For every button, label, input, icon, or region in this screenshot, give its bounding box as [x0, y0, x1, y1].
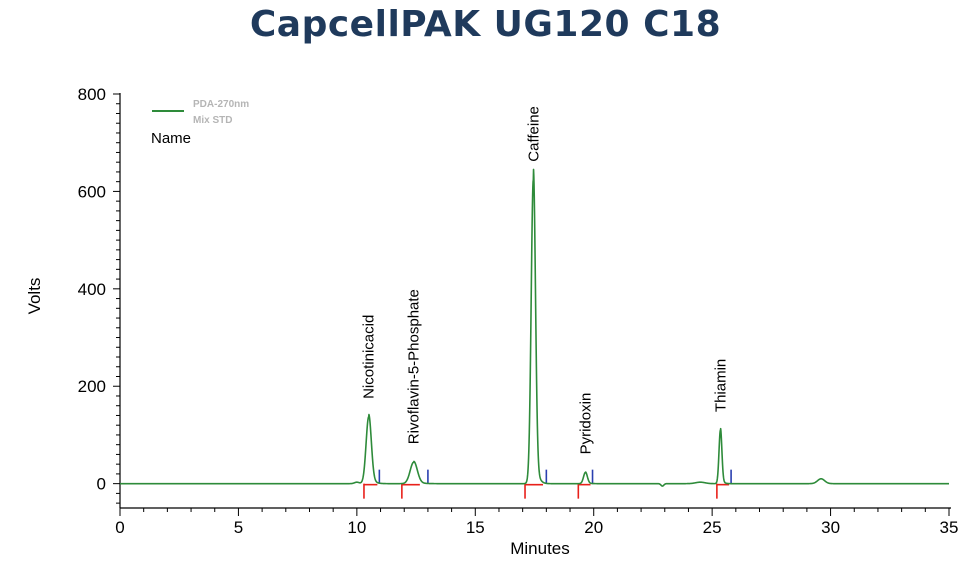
- legend: PDA-270nm Mix STD Name: [151, 99, 249, 147]
- peak-label: Nicotinicacid: [361, 315, 378, 399]
- legend-entry-sample: Mix STD: [193, 115, 232, 126]
- x-tick-label: 15: [466, 518, 485, 537]
- y-axis-title: Volts: [25, 278, 44, 315]
- ticks: 0 5 10 15 20 25 30 35 0 200 400 600 800: [78, 85, 959, 537]
- x-tick-label: 5: [234, 518, 243, 537]
- x-tick-label: 10: [347, 518, 366, 537]
- y-tick-label: 200: [78, 377, 106, 396]
- x-tick-label: 30: [821, 518, 840, 537]
- x-axis-title: Minutes: [510, 539, 570, 558]
- y-tick-label: 0: [97, 475, 106, 494]
- peak-label: Pyridoxin: [577, 393, 594, 455]
- x-tick-label: 20: [584, 518, 603, 537]
- x-tick-label: 0: [115, 518, 124, 537]
- y-tick-label: 600: [78, 182, 106, 201]
- legend-caption: Name: [151, 130, 191, 147]
- peak-label: Caffeine: [525, 106, 542, 162]
- peak-labels: Nicotinicacid Rivoflavin-5-Phosphate Caffe…: [361, 106, 730, 454]
- legend-entry-detector: PDA-270nm: [193, 99, 249, 110]
- peak-label: Thiamin: [712, 359, 729, 412]
- peak-label: Rivoflavin-5-Phosphate: [406, 289, 423, 444]
- x-tick-label: 35: [940, 518, 959, 537]
- x-tick-label: 25: [703, 518, 722, 537]
- chart-title: CapcellPAK UG120 C18: [249, 4, 722, 45]
- y-tick-label: 400: [78, 280, 106, 299]
- trace-group: [119, 168, 950, 487]
- y-tick-label: 800: [78, 85, 106, 104]
- chromatogram-trace: [119, 168, 950, 487]
- integration-marks: [363, 469, 732, 499]
